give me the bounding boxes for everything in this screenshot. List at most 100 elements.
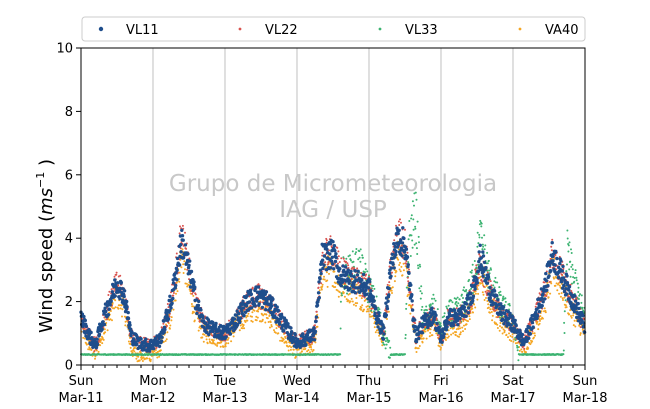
point (431, 297, 433, 300)
point (338, 267, 342, 271)
point (179, 250, 183, 254)
point (358, 250, 361, 253)
point (268, 314, 271, 317)
point (388, 339, 391, 342)
point (353, 267, 356, 270)
point (525, 351, 527, 354)
point (197, 299, 201, 304)
point (537, 328, 540, 331)
point (177, 263, 182, 267)
point (569, 275, 572, 278)
point (523, 347, 526, 350)
point (481, 248, 484, 251)
point (307, 349, 310, 352)
point (580, 294, 583, 297)
point (134, 347, 136, 349)
point (354, 253, 357, 255)
point (429, 331, 432, 334)
point (347, 264, 350, 267)
point (449, 327, 452, 330)
point (172, 292, 175, 294)
point (386, 283, 389, 286)
point (539, 315, 542, 318)
point (328, 272, 330, 275)
point (498, 329, 501, 332)
point (304, 343, 308, 347)
point (512, 340, 515, 343)
point (366, 270, 369, 273)
point (165, 324, 168, 327)
point (559, 295, 562, 298)
point (487, 306, 490, 309)
point (309, 343, 311, 346)
point (405, 307, 408, 310)
point (420, 308, 423, 311)
point (364, 271, 366, 274)
point (363, 277, 366, 280)
point (114, 306, 117, 309)
point (178, 232, 181, 235)
point (404, 353, 406, 356)
point (419, 290, 422, 293)
point (340, 292, 343, 295)
point (455, 307, 458, 310)
point (440, 346, 442, 349)
point (180, 266, 183, 269)
point (158, 355, 161, 358)
point (197, 329, 200, 332)
point (246, 315, 249, 318)
point (323, 278, 326, 281)
point (426, 309, 428, 312)
point (175, 278, 179, 282)
point (482, 285, 485, 288)
point (180, 228, 184, 232)
point (424, 330, 427, 333)
point (481, 282, 484, 285)
point (398, 224, 401, 226)
point (481, 291, 484, 294)
point (571, 263, 574, 266)
point (388, 281, 391, 284)
point (334, 252, 338, 256)
point (275, 305, 279, 309)
point (408, 268, 410, 271)
point (360, 297, 363, 300)
point (463, 318, 465, 321)
point (261, 318, 264, 321)
point (137, 355, 140, 358)
point (372, 317, 375, 320)
point (201, 315, 205, 320)
point (415, 351, 418, 353)
point (357, 258, 360, 261)
point (467, 320, 469, 323)
point (241, 306, 246, 310)
point (544, 311, 547, 314)
point (391, 286, 394, 289)
point (142, 356, 145, 359)
point (369, 287, 372, 290)
point (106, 329, 109, 332)
point (159, 349, 162, 352)
point (486, 251, 489, 254)
point (383, 343, 386, 346)
point (321, 266, 325, 271)
point (216, 344, 219, 347)
point (538, 318, 541, 321)
point (411, 239, 414, 242)
point (321, 285, 324, 288)
point (553, 257, 556, 260)
point (397, 258, 400, 261)
point (265, 313, 268, 316)
point (337, 250, 340, 253)
point (275, 312, 278, 315)
point (420, 292, 423, 295)
point (372, 285, 375, 287)
point (579, 293, 581, 296)
point (332, 267, 336, 271)
point (287, 349, 290, 352)
point (391, 271, 393, 274)
point (404, 333, 407, 336)
point (284, 332, 287, 335)
point (187, 263, 191, 268)
point (352, 303, 355, 306)
